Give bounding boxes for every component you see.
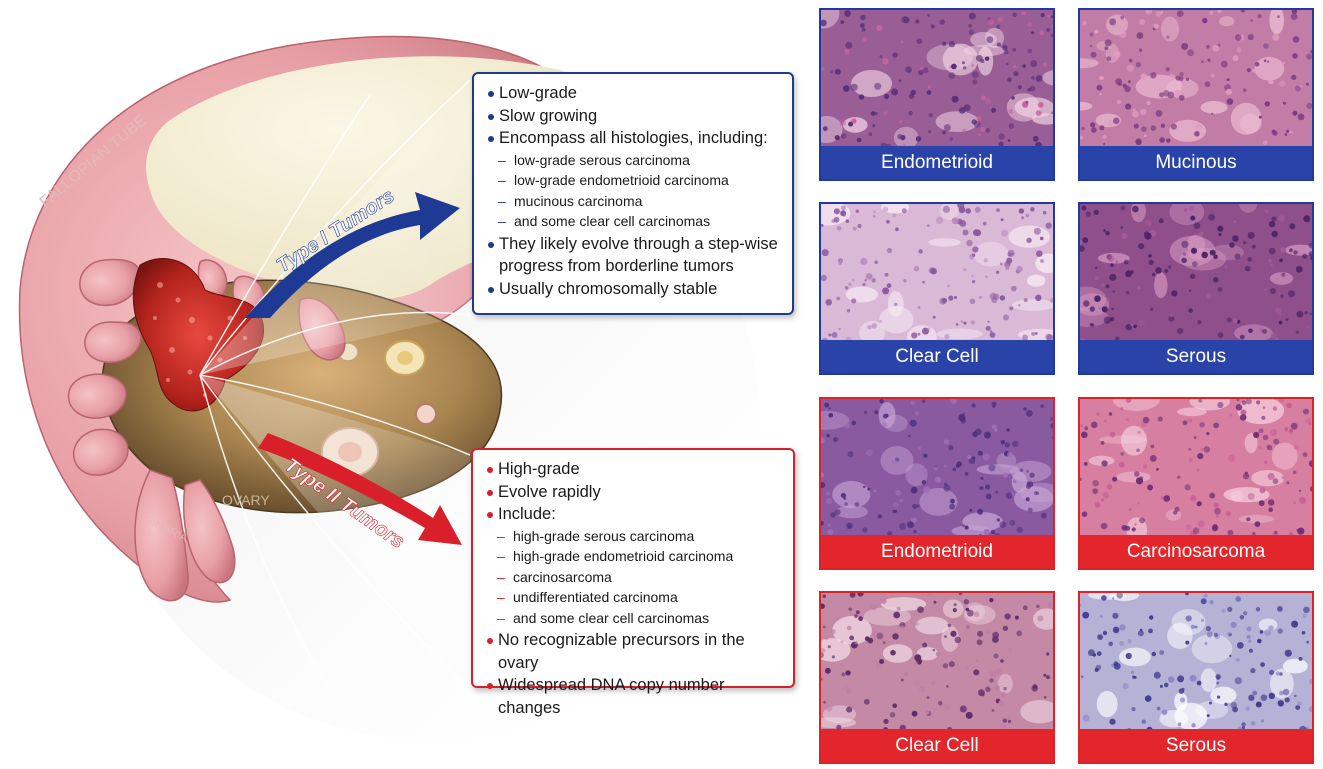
bullet-text: Include:	[498, 505, 556, 523]
type2-info-box: High-grade Evolve rapidly Include: – high-gr…	[471, 448, 795, 717]
sub-item: – low-grade serous carcinoma	[486, 150, 782, 171]
sub-list: – low-grade serous carcinoma – low-grade en…	[486, 150, 782, 232]
bullet-item: Usually chromosomally stable	[486, 278, 782, 301]
bullet-item: Widespread DNA copy number changes	[485, 674, 783, 719]
bullet-text: Usually chromosomally stable	[499, 279, 718, 298]
histology-caption: Serous	[1080, 729, 1312, 762]
histology-caption: Clear Cell	[821, 340, 1053, 373]
histology-image	[821, 204, 1053, 342]
histology-caption: Carcinosarcoma	[1080, 535, 1312, 568]
sub-item-text: and some clear cell carcinomas	[514, 213, 711, 229]
bullet-text: They likely evolve through a step-wise p…	[499, 234, 778, 276]
bullet-dot	[488, 241, 494, 248]
bullet-item: High-grade	[485, 458, 783, 481]
ovary-label: OVARY	[222, 492, 270, 508]
sub-item-text: carcinosarcoma	[513, 568, 612, 585]
type1-arrow	[245, 192, 460, 318]
bullet-dot	[487, 467, 493, 473]
sub-item-text: undifferentiated carcinoma	[513, 589, 678, 605]
bullet-text: No recognizable precursors in the ovary	[498, 631, 745, 672]
sub-list: – high-grade serous carcinoma – high-grade …	[485, 526, 783, 629]
dash-marker: –	[498, 172, 506, 188]
dash-marker: –	[497, 609, 505, 626]
bullet-text: Encompass all histologies, including:	[499, 129, 768, 147]
bullet-text: Widespread DNA copy number changes	[498, 676, 725, 717]
bullet-text: Low-grade	[499, 84, 577, 102]
dash-marker: –	[498, 151, 506, 168]
follicle	[415, 403, 437, 425]
histology-caption: Mucinous	[1080, 146, 1312, 179]
sub-item-text: mucinous carcinoma	[514, 192, 643, 209]
type2-arrow	[258, 433, 462, 545]
bullet-text: Evolve rapidly	[498, 482, 601, 501]
histology-tile-type2-endometrioid: Endometrioid	[819, 397, 1055, 570]
histology-caption: Clear Cell	[821, 729, 1053, 762]
dash-marker: –	[497, 527, 505, 544]
histology-image	[821, 10, 1053, 148]
sub-item: – carcinosarcoma	[485, 567, 783, 588]
sub-item: – low-grade endometrioid carcinoma	[486, 170, 782, 191]
histology-image	[821, 593, 1053, 731]
sub-item: – and some clear cell carcinomas	[486, 211, 782, 232]
bullet-item: Evolve rapidly	[485, 481, 783, 504]
sub-item-text: high-grade endometrioid carcinoma	[513, 548, 734, 564]
histology-tile-type1-clear-cell: Clear Cell	[819, 202, 1055, 375]
bullet-item: Slow growing	[486, 105, 782, 128]
sub-item-text: low-grade serous carcinoma	[514, 151, 690, 168]
bullet-item: Low-grade	[486, 82, 782, 105]
sub-item: – high-grade endometrioid carcinoma	[485, 546, 783, 567]
sub-item-text: and some clear cell carcinomas	[513, 609, 710, 626]
dash-marker: –	[497, 589, 505, 605]
histology-tile-type1-endometrioid: Endometrioid	[819, 8, 1055, 181]
bullet-text: Slow growing	[499, 106, 598, 125]
histology-tile-type2-serous: Serous	[1078, 591, 1314, 764]
histology-tile-type1-mucinous: Mucinous	[1078, 8, 1314, 181]
histology-tile-type2-carcinosarcoma: Carcinosarcoma	[1078, 397, 1314, 570]
sub-item: – undifferentiated carcinoma	[485, 587, 783, 608]
bullet-item: Encompass all histologies, including:	[486, 127, 782, 150]
sub-item: – high-grade serous carcinoma	[485, 526, 783, 547]
bullet-item: No recognizable precursors in the ovary	[485, 629, 783, 674]
dash-marker: –	[497, 548, 505, 564]
histology-image	[1080, 399, 1312, 537]
sub-item: – and some clear cell carcinomas	[485, 608, 783, 629]
sub-item: – mucinous carcinoma	[486, 191, 782, 212]
bullet-dot	[487, 683, 493, 689]
sub-item-text: low-grade endometrioid carcinoma	[514, 172, 729, 188]
bullet-dot	[488, 286, 494, 293]
histology-image	[821, 399, 1053, 537]
bullet-dot	[488, 91, 494, 97]
histology-tile-type1-serous: Serous	[1078, 202, 1314, 375]
type1-info-box: Low-grade Slow growing Encompass all histo…	[472, 72, 794, 315]
histology-caption: Serous	[1080, 340, 1312, 373]
follicle	[397, 351, 413, 365]
dash-marker: –	[498, 213, 506, 229]
histology-caption: Endometrioid	[821, 535, 1053, 568]
sub-item-text: high-grade serous carcinoma	[513, 527, 695, 544]
bullet-dot	[488, 136, 494, 142]
histology-tile-type2-clear-cell: Clear Cell	[819, 591, 1055, 764]
histology-image	[1080, 10, 1312, 148]
bullet-dot	[487, 638, 493, 644]
histology-image	[1080, 593, 1312, 731]
bullet-text: High-grade	[498, 460, 580, 478]
dash-marker: –	[497, 568, 505, 585]
histology-image	[1080, 204, 1312, 342]
bullet-item: They likely evolve through a step-wise p…	[486, 233, 782, 278]
histology-caption: Endometrioid	[821, 146, 1053, 179]
bullet-dot	[488, 113, 494, 120]
bullet-item: Include:	[485, 503, 783, 526]
bullet-dot	[487, 489, 493, 496]
type1-bullet-list: Low-grade Slow growing Encompass all histo…	[486, 82, 782, 300]
dash-marker: –	[498, 192, 506, 209]
bullet-dot	[487, 512, 493, 518]
type2-bullet-list: High-grade Evolve rapidly Include: – high-gr…	[485, 458, 783, 719]
